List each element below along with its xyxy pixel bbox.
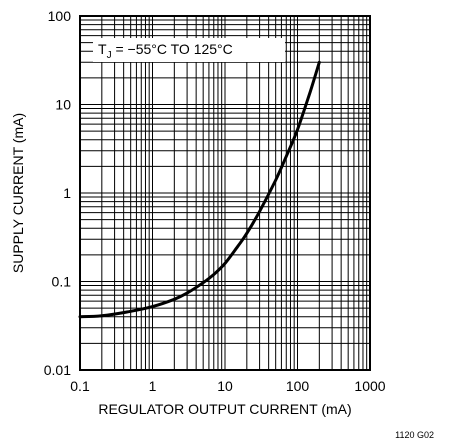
series-line xyxy=(78,60,321,319)
x-tick-labels: 0.1 1 10 100 1000 xyxy=(70,378,386,394)
x-tick-label: 100 xyxy=(286,378,310,394)
figure-id: 1120 G02 xyxy=(395,430,434,440)
temperature-range-annotation: TJ = −55°C TO 125°C xyxy=(98,41,233,61)
plot-frame xyxy=(79,15,371,371)
y-axis-label: SUPPLY CURRENT (mA) xyxy=(10,113,26,273)
annotation-subscript: J xyxy=(107,50,112,61)
y-tick-labels: 0.01 0.1 1 10 100 xyxy=(44,8,71,378)
annotation-box xyxy=(93,38,285,62)
y-tick-label: 1 xyxy=(63,185,71,201)
x-tick-label: 1 xyxy=(149,378,157,394)
y-tick-label: 0.01 xyxy=(44,362,71,378)
x-axis-label: REGULATOR OUTPUT CURRENT (mA) xyxy=(98,401,351,417)
y-tick-label: 100 xyxy=(48,8,72,24)
grid-lines xyxy=(80,16,370,370)
x-tick-label: 10 xyxy=(217,378,233,394)
x-tick-label: 0.1 xyxy=(70,378,90,394)
y-tick-label: 10 xyxy=(55,97,71,113)
annotation-prefix: T xyxy=(98,41,107,57)
annotation-text: = −55°C TO 125°C xyxy=(112,41,233,57)
y-tick-label: 0.1 xyxy=(52,274,72,290)
x-tick-label: 1000 xyxy=(354,378,385,394)
